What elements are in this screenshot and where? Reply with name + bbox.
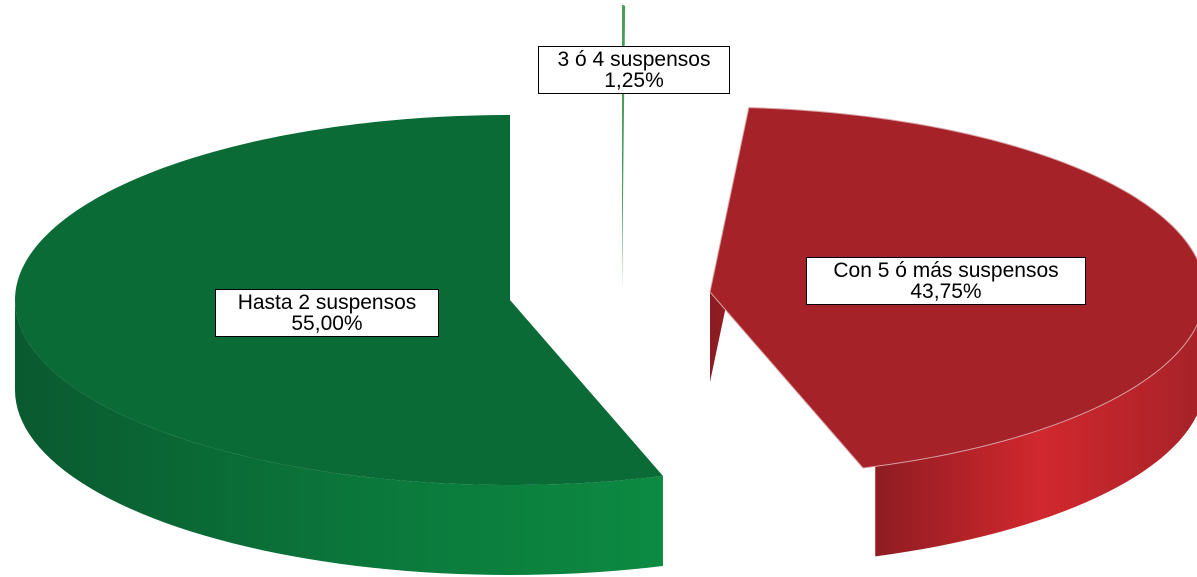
slice-label-hasta-2-name: Hasta 2 suspensos <box>220 292 434 313</box>
slice-label-3-4-name: 3 ó 4 suspensos <box>543 49 725 70</box>
slice-label-5-mas-value: 43,75% <box>811 281 1081 302</box>
slice-hasta-2 <box>15 115 663 575</box>
slice-label-5-mas: Con 5 ó más suspensos 43,75% <box>806 257 1086 305</box>
slice-label-hasta-2: Hasta 2 suspensos 55,00% <box>215 289 439 337</box>
slice-label-3-4-value: 1,25% <box>543 70 725 91</box>
slice-label-3-4: 3 ó 4 suspensos 1,25% <box>538 46 730 94</box>
slice-label-5-mas-name: Con 5 ó más suspensos <box>811 260 1081 281</box>
slice-label-hasta-2-value: 55,00% <box>220 313 434 334</box>
slice-5-mas <box>710 108 1197 557</box>
